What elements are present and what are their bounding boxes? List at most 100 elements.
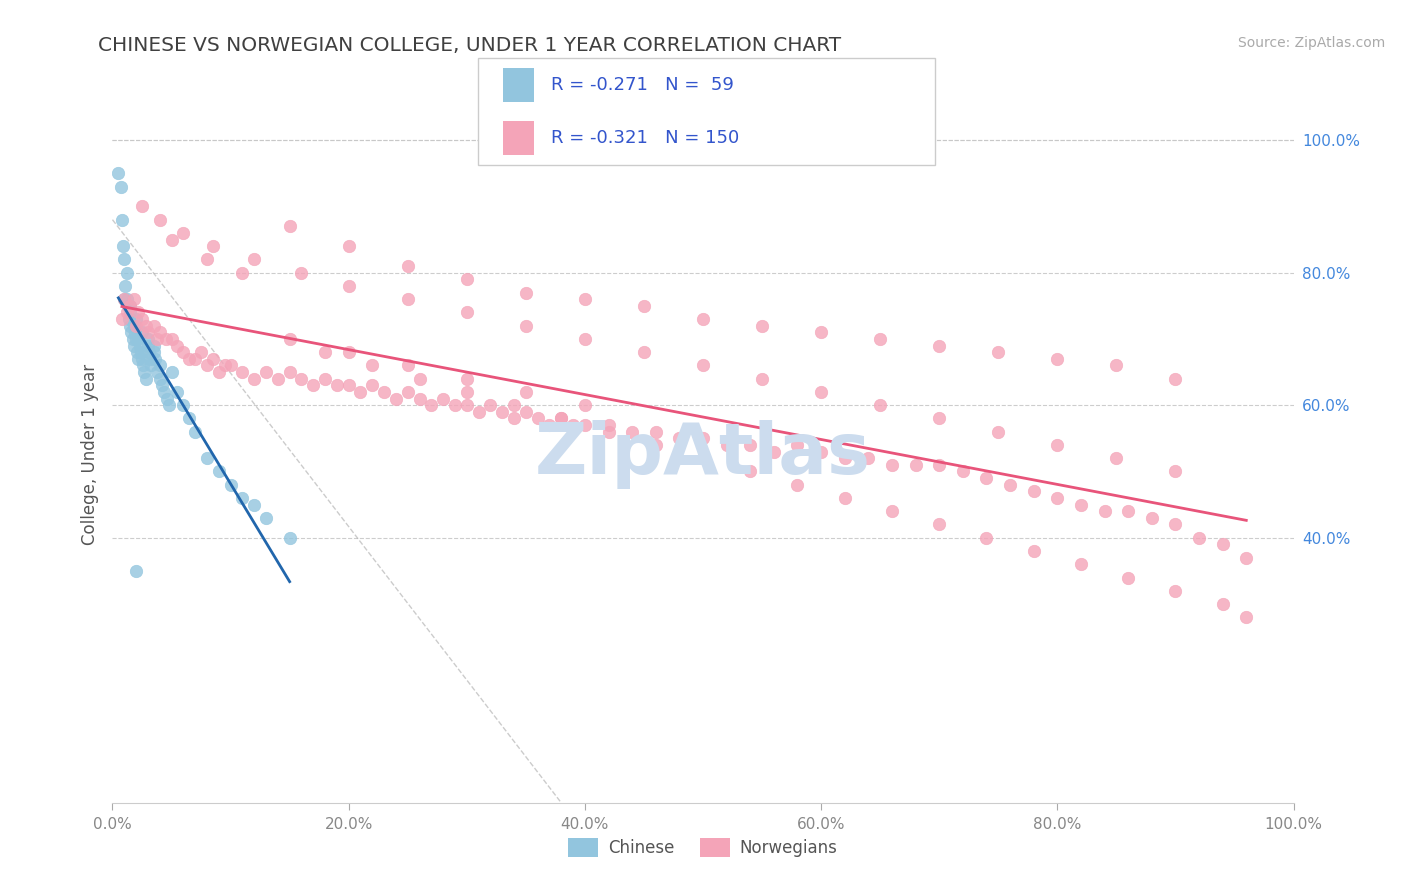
Point [136, 338, 159, 352]
Point [160, 233, 183, 247]
Point [120, 305, 142, 319]
Point [208, 365, 231, 379]
Point [420, 398, 443, 412]
Point [810, 384, 832, 399]
Point [574, 418, 596, 433]
Point [621, 425, 644, 439]
Point [314, 345, 336, 359]
Point [278, 365, 301, 379]
Point [267, 372, 290, 386]
Point [166, 384, 188, 399]
Point [153, 384, 176, 399]
Point [219, 359, 242, 373]
Point [120, 299, 142, 313]
Point [231, 491, 253, 505]
Point [115, 292, 138, 306]
Point [538, 418, 561, 433]
Point [751, 372, 773, 386]
Point [904, 458, 927, 472]
Text: R = -0.321   N = 150: R = -0.321 N = 150 [551, 129, 740, 147]
Point [562, 418, 585, 433]
Point [574, 332, 596, 346]
Point [456, 272, 478, 286]
Point [131, 351, 153, 366]
Point [361, 359, 384, 373]
Point [1116, 570, 1139, 584]
Point [644, 425, 666, 439]
Text: R = -0.271   N =  59: R = -0.271 N = 59 [551, 76, 734, 94]
Point [111, 212, 134, 227]
Point [127, 345, 149, 359]
Point [1046, 351, 1069, 366]
Point [834, 451, 856, 466]
Point [869, 332, 891, 346]
Point [526, 411, 548, 425]
Text: CHINESE VS NORWEGIAN COLLEGE, UNDER 1 YEAR CORRELATION CHART: CHINESE VS NORWEGIAN COLLEGE, UNDER 1 YE… [98, 36, 842, 54]
Point [122, 292, 145, 306]
Point [598, 418, 620, 433]
Point [1234, 550, 1257, 565]
Point [302, 378, 325, 392]
Point [141, 359, 163, 373]
Point [444, 398, 467, 412]
Point [114, 279, 136, 293]
Point [456, 398, 478, 412]
Point [503, 398, 526, 412]
Point [408, 372, 430, 386]
Point [138, 345, 160, 359]
Point [1164, 465, 1187, 479]
Point [143, 351, 166, 366]
Point [515, 405, 537, 419]
Point [633, 345, 655, 359]
Point [179, 411, 201, 425]
Point [124, 326, 146, 340]
Point [149, 372, 172, 386]
Point [337, 345, 360, 359]
Point [1070, 558, 1092, 572]
Point [142, 338, 165, 352]
Point [166, 338, 188, 352]
Point [131, 199, 153, 213]
Point [139, 351, 162, 366]
Legend: Chinese, Norwegians: Chinese, Norwegians [562, 831, 844, 864]
Point [128, 338, 150, 352]
Point [928, 411, 950, 425]
Point [290, 372, 312, 386]
Point [515, 318, 537, 333]
Point [111, 312, 134, 326]
Point [716, 438, 738, 452]
Point [201, 239, 224, 253]
Point [117, 299, 139, 313]
Point [1046, 438, 1069, 452]
Point [112, 292, 135, 306]
Point [326, 378, 349, 392]
Point [337, 239, 360, 253]
Point [692, 359, 714, 373]
Point [456, 305, 478, 319]
Y-axis label: College, Under 1 year: College, Under 1 year [80, 364, 98, 546]
Point [1105, 359, 1128, 373]
Point [172, 398, 194, 412]
Point [644, 438, 666, 452]
Point [231, 266, 253, 280]
Point [740, 438, 762, 452]
Point [1212, 597, 1234, 611]
Point [149, 326, 172, 340]
Point [1022, 544, 1045, 558]
Point [142, 345, 165, 359]
Point [157, 398, 180, 412]
Point [467, 405, 489, 419]
Point [150, 378, 173, 392]
Point [231, 365, 253, 379]
Point [127, 305, 149, 319]
Point [880, 504, 903, 518]
Point [132, 359, 155, 373]
Point [928, 517, 950, 532]
Point [243, 252, 266, 267]
Point [122, 318, 145, 333]
Point [179, 351, 201, 366]
Point [160, 332, 183, 346]
Point [195, 359, 218, 373]
Point [456, 384, 478, 399]
Point [1070, 498, 1092, 512]
